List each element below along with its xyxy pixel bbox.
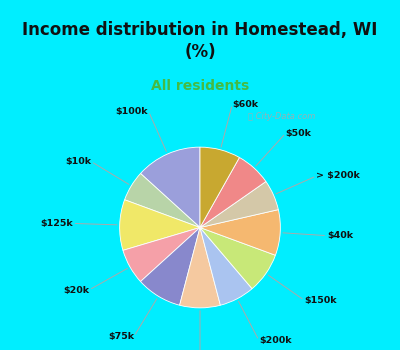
Wedge shape xyxy=(124,174,200,228)
Text: $75k: $75k xyxy=(108,332,134,341)
Wedge shape xyxy=(140,228,200,305)
Wedge shape xyxy=(200,147,240,228)
Wedge shape xyxy=(200,228,252,305)
Text: $100k: $100k xyxy=(116,106,148,116)
Text: $150k: $150k xyxy=(304,296,337,305)
Text: $200k: $200k xyxy=(259,336,292,345)
Wedge shape xyxy=(200,228,276,289)
Wedge shape xyxy=(200,182,278,228)
Wedge shape xyxy=(120,200,200,250)
Wedge shape xyxy=(123,228,200,281)
Wedge shape xyxy=(200,158,266,228)
Text: > $200k: > $200k xyxy=(316,172,360,181)
Text: $125k: $125k xyxy=(40,219,73,228)
Text: All residents: All residents xyxy=(151,79,249,93)
Text: ⓘ City-Data.com: ⓘ City-Data.com xyxy=(248,112,315,121)
Text: $60k: $60k xyxy=(232,100,258,109)
Text: $50k: $50k xyxy=(286,129,312,138)
Wedge shape xyxy=(180,228,220,308)
Wedge shape xyxy=(140,147,200,228)
Text: $10k: $10k xyxy=(65,157,91,166)
Text: Income distribution in Homestead, WI
(%): Income distribution in Homestead, WI (%) xyxy=(22,21,378,61)
Text: $40k: $40k xyxy=(327,231,353,240)
Wedge shape xyxy=(200,210,280,255)
Text: $20k: $20k xyxy=(63,286,89,294)
